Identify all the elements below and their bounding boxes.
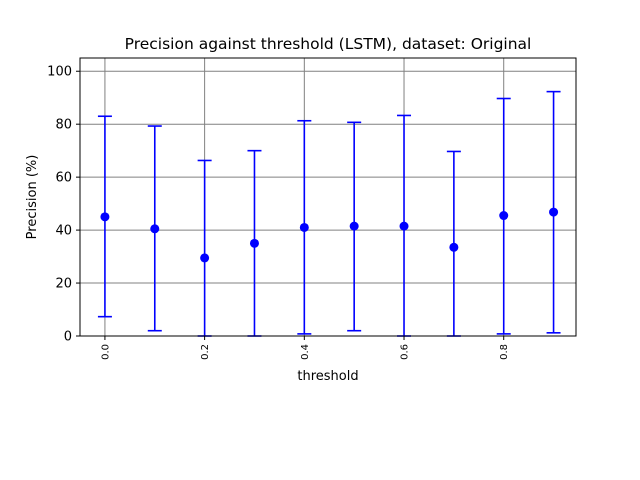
plot-area-frame bbox=[79, 57, 577, 337]
y-axis: 0 20 40 60 80 100 bbox=[47, 65, 80, 345]
x-axis-label: threshold bbox=[297, 369, 358, 384]
x-axis: 0.0 0.2 0.4 0.6 0.8 bbox=[100, 336, 510, 360]
data-point bbox=[549, 207, 559, 217]
y-tick-label: 80 bbox=[55, 118, 72, 133]
y-tick-label: 0 bbox=[64, 330, 72, 345]
y-axis-label: Precision (%) bbox=[25, 155, 40, 240]
y-tick-label: 20 bbox=[55, 277, 72, 292]
x-tick-label: 0.8 bbox=[499, 344, 510, 360]
x-tick-label: 0.2 bbox=[200, 344, 211, 360]
data-point bbox=[349, 221, 359, 231]
data-point bbox=[299, 222, 309, 232]
x-tick-label: 0.0 bbox=[100, 344, 111, 360]
data-point bbox=[100, 212, 110, 222]
data-point bbox=[150, 224, 160, 234]
x-tick-label: 0.6 bbox=[400, 344, 411, 360]
data-point bbox=[499, 211, 509, 221]
chart-title: Precision against threshold (LSTM), data… bbox=[125, 35, 532, 53]
y-tick-label: 60 bbox=[55, 171, 72, 186]
y-tick-label: 40 bbox=[55, 224, 72, 239]
data-point bbox=[249, 238, 259, 248]
data-point bbox=[200, 253, 210, 263]
data-series bbox=[97, 90, 561, 337]
data-point bbox=[449, 242, 459, 252]
y-tick-label: 100 bbox=[47, 65, 72, 80]
data-point bbox=[399, 221, 409, 231]
x-tick-label: 0.4 bbox=[300, 344, 311, 360]
